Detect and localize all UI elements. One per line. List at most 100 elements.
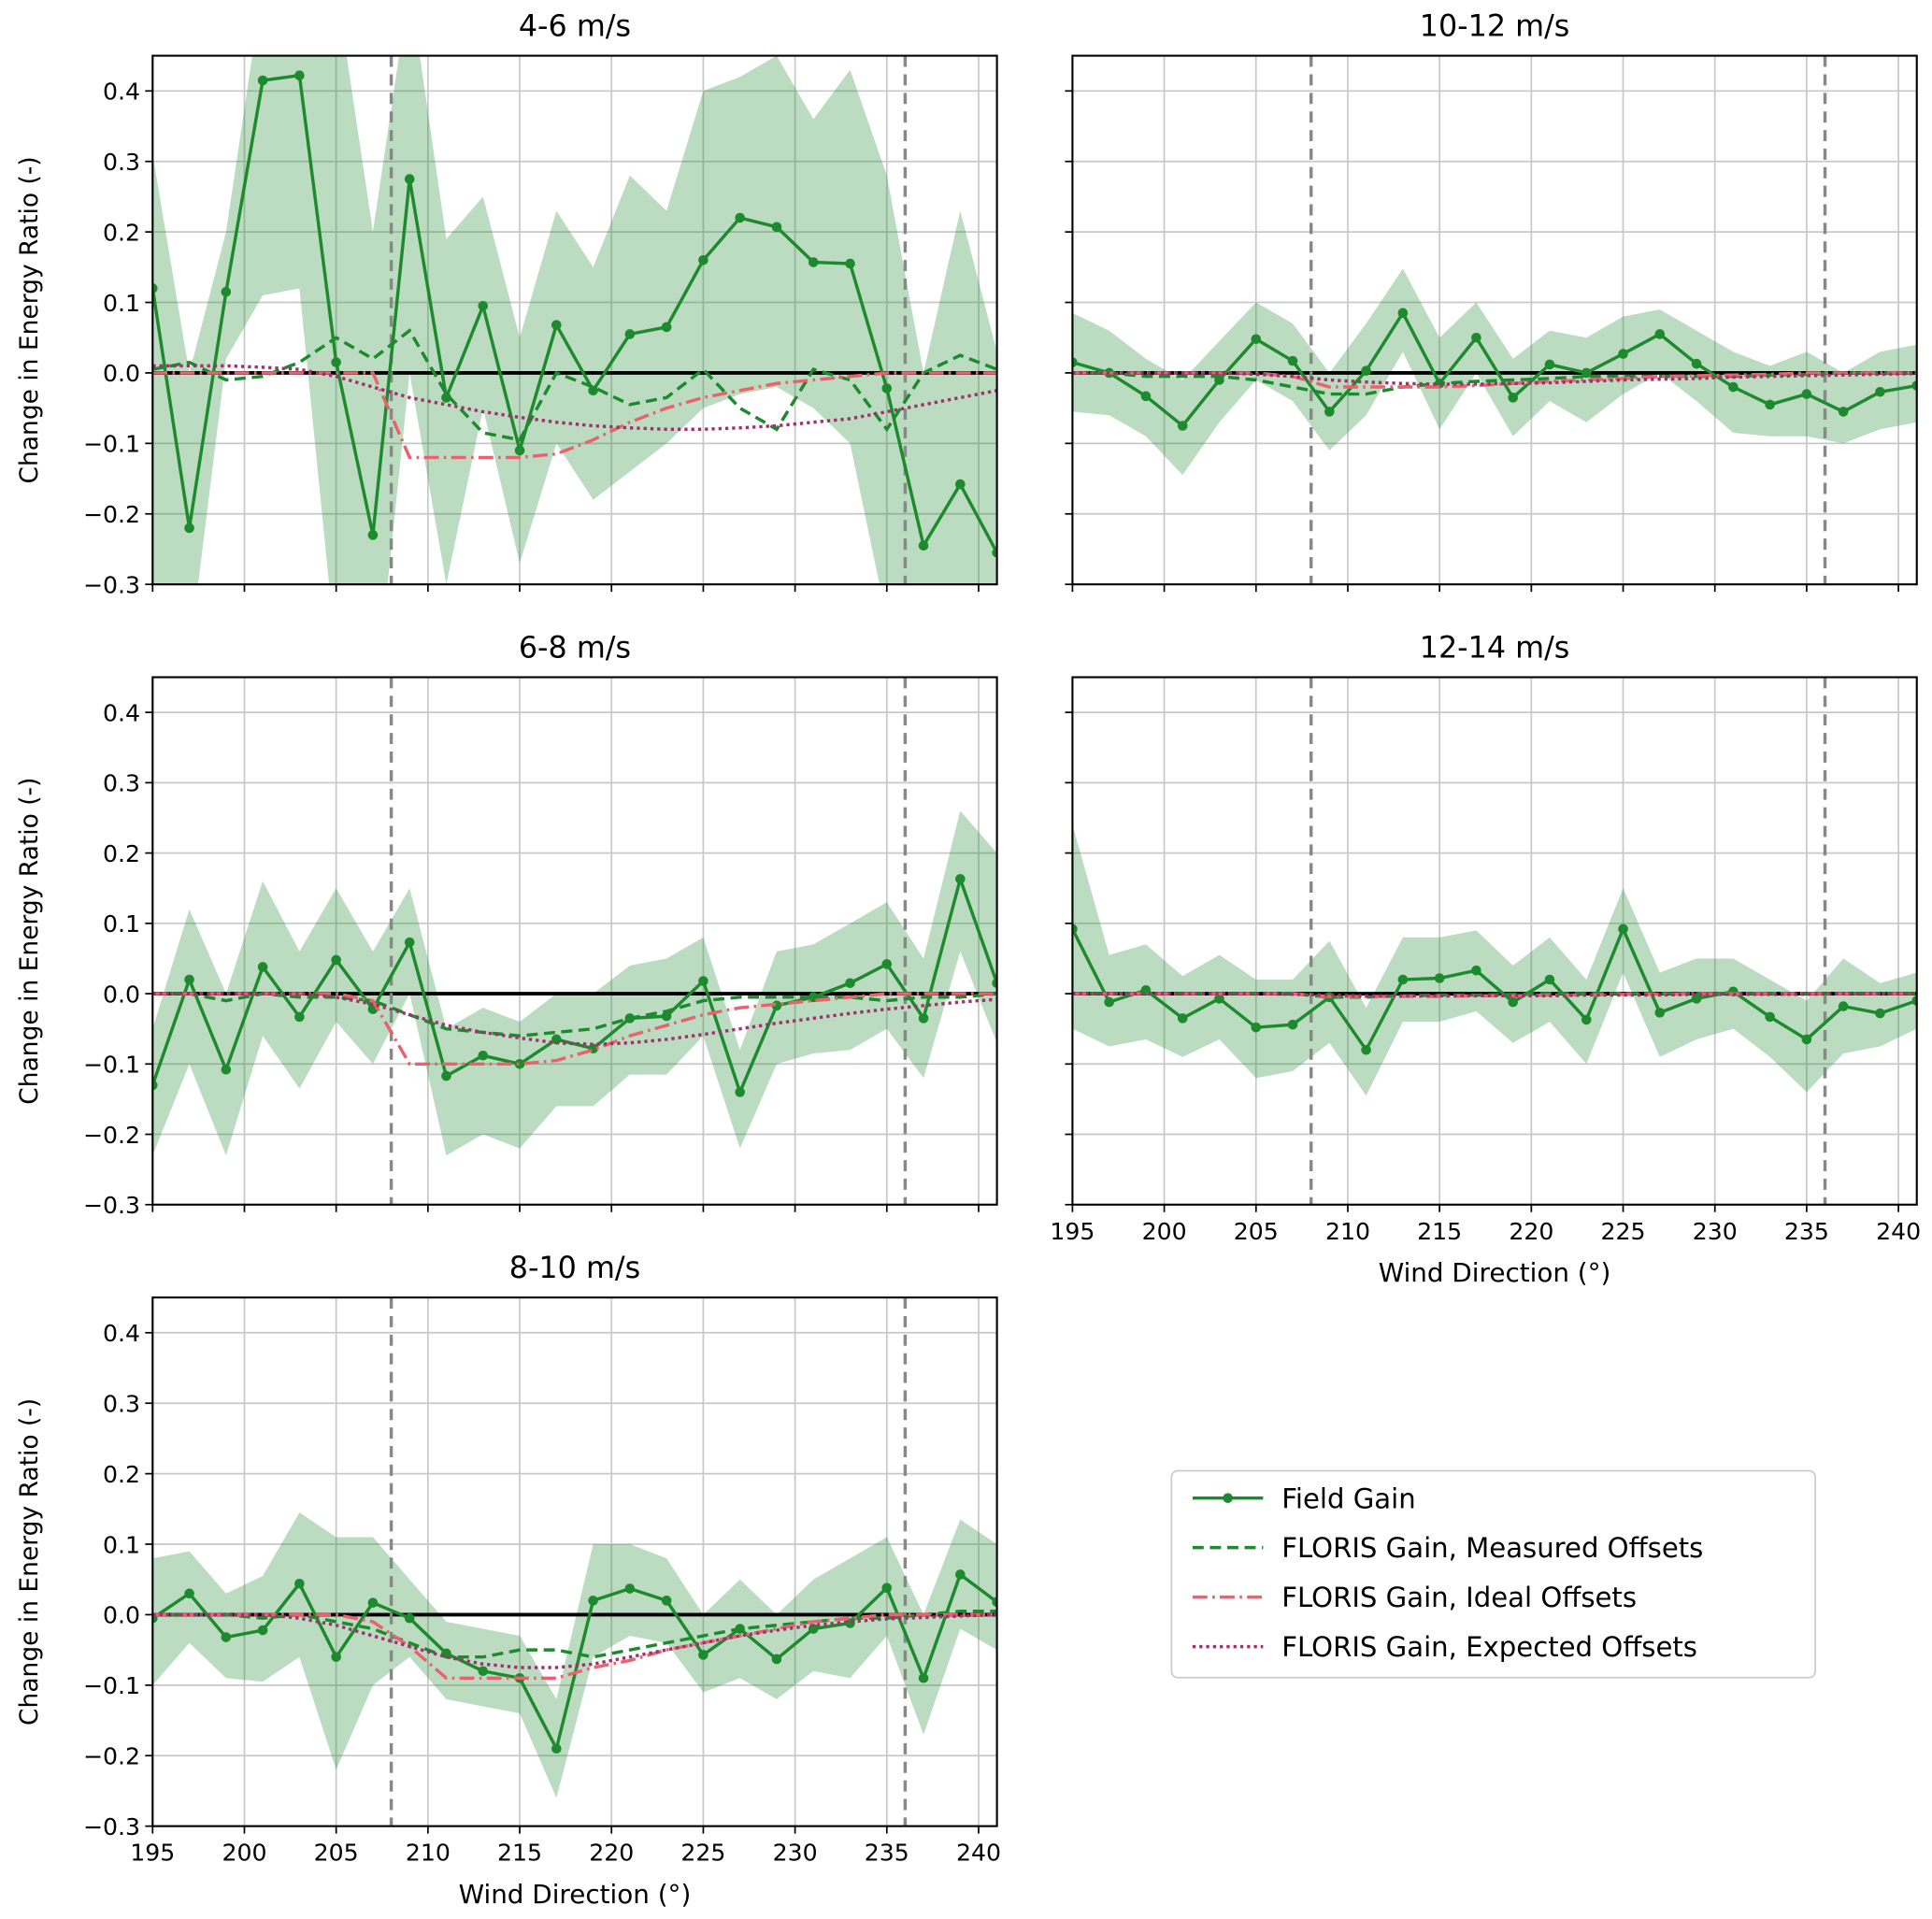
data-point	[918, 1013, 929, 1024]
data-point	[1471, 965, 1481, 976]
plot-area	[152, 1297, 997, 1826]
data-point	[551, 320, 562, 330]
data-point	[1544, 359, 1555, 370]
data-point	[1911, 380, 1917, 391]
data-point	[992, 978, 997, 989]
y-tick-label: 0.1	[103, 1531, 140, 1558]
data-point	[918, 540, 929, 551]
x-tick-label: 225	[1601, 1218, 1646, 1245]
panel: 6-8 m/s −0.3 −0.2 −0.1 0.0 0.1 0.2 0.3 0.4 Change…	[15, 631, 998, 1219]
data-point	[845, 978, 855, 989]
data-point	[1251, 1022, 1262, 1033]
y-tick-label: 0.4	[103, 1320, 140, 1347]
data-point	[1287, 1019, 1298, 1030]
data-point	[955, 874, 966, 884]
data-point	[1324, 407, 1335, 417]
y-tick-label: 0.3	[103, 149, 140, 176]
data-point	[698, 1650, 708, 1660]
data-point	[1397, 974, 1409, 985]
data-point	[257, 962, 268, 972]
series-line	[152, 371, 997, 460]
data-point	[661, 322, 672, 333]
y-tick-label: −0.2	[83, 1122, 140, 1149]
data-point	[992, 547, 997, 558]
series-line	[152, 992, 997, 1046]
data-point	[478, 1050, 489, 1061]
panel-title: 8-10 m/s	[509, 1252, 640, 1285]
data-point	[184, 1588, 194, 1599]
data-point	[661, 1596, 672, 1606]
panel: 8-10 m/s 195 200 205 210 215 220 225 230 235 240 −0…	[15, 1252, 1001, 1910]
x-tick-label: 215	[1417, 1218, 1462, 1245]
series-line	[1072, 992, 1917, 998]
data-point	[1177, 421, 1188, 431]
legend-label: Field Gain	[1281, 1482, 1415, 1514]
data-point	[367, 530, 379, 540]
data-point	[735, 1087, 745, 1097]
data-point	[1765, 1011, 1775, 1023]
series-line	[1072, 924, 1917, 1053]
data-point	[1581, 367, 1592, 379]
plot-area	[152, 55, 997, 585]
data-point	[184, 974, 194, 985]
data-point	[1838, 407, 1849, 417]
data-point	[808, 257, 819, 267]
y-tick-label: 0.0	[103, 981, 140, 1008]
data-point	[1875, 387, 1885, 397]
data-point	[1214, 994, 1224, 1004]
data-point	[331, 954, 341, 966]
series-line	[152, 992, 997, 1067]
plot-area	[1072, 55, 1917, 585]
series-line	[1072, 371, 1917, 386]
data-point	[881, 383, 893, 394]
data-point	[845, 258, 855, 269]
x-tick-label: 205	[314, 1840, 359, 1867]
data-point	[478, 1666, 489, 1677]
data-point	[588, 385, 598, 396]
data-point	[441, 1070, 451, 1081]
data-point	[514, 1058, 525, 1069]
x-tick-label: 210	[406, 1840, 451, 1867]
data-point	[771, 1654, 782, 1665]
panel-title: 10-12 m/s	[1420, 9, 1570, 43]
series-line	[152, 1612, 997, 1681]
y-tick-label: 0.0	[103, 1602, 140, 1629]
series-line	[152, 73, 997, 554]
data-point	[881, 1582, 893, 1594]
data-point	[1251, 334, 1262, 345]
data-point	[257, 1625, 268, 1636]
x-tick-label: 195	[1050, 1218, 1095, 1245]
data-point	[1581, 1014, 1592, 1025]
legend-label: FLORIS Gain, Measured Offsets	[1281, 1532, 1703, 1564]
y-tick-label: 0.3	[103, 770, 140, 797]
data-point	[441, 393, 451, 403]
x-tick-label: 220	[1509, 1218, 1553, 1245]
x-axis-label: Wind Direction (°)	[1379, 1257, 1611, 1288]
data-point	[624, 329, 636, 339]
y-axis-label: Change in Energy Ratio (-)	[15, 156, 44, 483]
y-tick-label: 0.1	[103, 910, 140, 938]
axes-frame	[1071, 54, 1918, 586]
y-tick-label: 0.0	[103, 360, 140, 387]
data-point	[1140, 391, 1152, 402]
y-axis-label: Change in Energy Ratio (-)	[15, 778, 44, 1105]
data-point	[1654, 1008, 1666, 1018]
x-tick-label: 235	[1784, 1218, 1829, 1245]
y-tick-label: −0.3	[83, 1192, 140, 1219]
data-point	[1618, 349, 1628, 359]
uncertainty-band	[152, 55, 997, 585]
y-axis-label: Change in Energy Ratio (-)	[15, 1398, 44, 1726]
series-line	[152, 873, 997, 1097]
panel-title: 4-6 m/s	[519, 9, 631, 43]
x-axis-label: Wind Direction (°)	[459, 1879, 692, 1910]
data-point	[1728, 381, 1739, 393]
panel-title: 6-8 m/s	[519, 631, 631, 665]
series-line	[1072, 371, 1917, 396]
panel: 12-14 m/s 195 200 205 210 215 220 225 230 235 240 W…	[1050, 631, 1921, 1288]
panel: 10-12 m/s	[1065, 9, 1918, 593]
y-tick-label: −0.2	[83, 501, 140, 528]
data-point	[221, 1065, 232, 1075]
y-tick-label: −0.1	[83, 431, 140, 458]
panel-title: 12-14 m/s	[1420, 631, 1570, 665]
